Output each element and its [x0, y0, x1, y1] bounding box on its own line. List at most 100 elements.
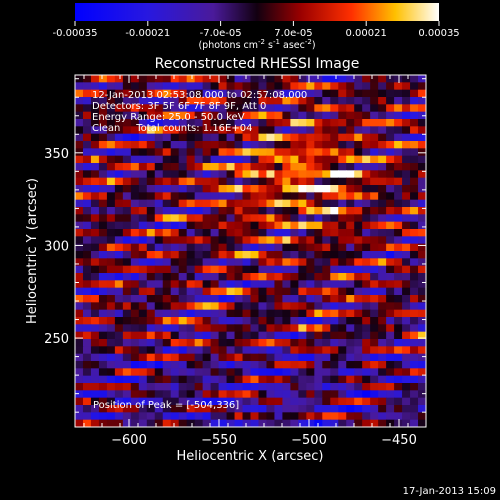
- heatmap-cell: [146, 192, 156, 201]
- heatmap-cell: [170, 199, 180, 208]
- heatmap-cell: [290, 361, 299, 369]
- heatmap-cell: [290, 214, 299, 223]
- heatmap-cell: [98, 214, 108, 223]
- heatmap-cell: [290, 309, 299, 318]
- heatmap-cell: [386, 412, 395, 421]
- heatmap-cell: [98, 317, 108, 325]
- heatmap-cell: [330, 265, 339, 274]
- heatmap-cell: [346, 199, 355, 208]
- heatmap-cell: [75, 390, 84, 399]
- heatmap-cell: [346, 339, 355, 347]
- y-axis-label: Heliocentric Y (arcsec): [25, 178, 40, 324]
- heatmap-cell: [82, 89, 92, 98]
- heatmap-cell: [90, 317, 100, 325]
- heatmap-cell: [122, 243, 132, 252]
- heatmap-cell: [186, 89, 196, 98]
- heatmap-cell: [98, 251, 108, 259]
- heatmap-cell: [258, 207, 268, 215]
- heatmap-cell: [346, 346, 355, 355]
- heatmap-cell: [138, 185, 148, 193]
- heatmap-cell: [122, 419, 132, 427]
- heatmap-cell: [354, 419, 363, 427]
- heatmap-cell: [298, 331, 307, 340]
- heatmap-cell: [234, 82, 244, 91]
- heatmap-cell: [186, 207, 196, 215]
- heatmap-cell: [282, 221, 291, 230]
- heatmap-cell: [226, 346, 236, 355]
- heatmap-cell: [282, 353, 291, 362]
- heatmap-cell: [82, 185, 92, 193]
- heatmap-cell: [298, 185, 307, 193]
- heatmap-cell: [178, 368, 188, 377]
- heatmap-cell: [98, 221, 108, 230]
- heatmap-cell: [394, 236, 403, 245]
- heatmap-cell: [226, 221, 236, 230]
- heatmap-cell: [266, 192, 276, 201]
- heatmap-cell: [362, 368, 371, 377]
- heatmap-cell: [122, 353, 132, 362]
- heatmap-cell: [106, 309, 116, 318]
- heatmap-cell: [402, 170, 411, 179]
- heatmap-cell: [138, 229, 148, 237]
- heatmap-cell: [322, 397, 331, 406]
- heatmap-cell: [170, 243, 180, 252]
- heatmap-cell: [378, 353, 387, 362]
- heatmap-cell: [170, 170, 180, 179]
- heatmap-cell: [154, 317, 164, 325]
- heatmap-cell: [234, 89, 244, 98]
- heatmap-cell: [418, 141, 426, 149]
- heatmap-cell: [282, 324, 291, 333]
- heatmap-cell: [346, 353, 355, 362]
- heatmap-cell: [90, 185, 100, 193]
- heatmap-cell: [114, 155, 124, 164]
- heatmap-cell: [338, 82, 347, 91]
- heatmap-cell: [338, 141, 347, 149]
- heatmap-cell: [218, 383, 228, 391]
- heatmap-cell: [314, 273, 323, 281]
- heatmap-cell: [122, 207, 132, 215]
- heatmap-cell: [354, 251, 363, 259]
- heatmap-cell: [170, 346, 180, 355]
- heatmap-cell: [130, 258, 140, 267]
- heatmap-cell: [75, 82, 84, 91]
- heatmap-cell: [370, 75, 379, 83]
- heatmap-cell: [210, 251, 220, 259]
- heatmap-cell: [154, 405, 164, 413]
- colorbar-tick-label: 0.00035: [418, 28, 459, 39]
- heatmap-cell: [75, 353, 84, 362]
- heatmap-cell: [314, 97, 323, 105]
- heatmap-cell: [202, 243, 212, 252]
- heatmap-cell: [330, 317, 339, 325]
- heatmap-cell: [338, 251, 347, 259]
- heatmap-cell: [186, 375, 196, 384]
- heatmap-cell: [138, 119, 148, 127]
- heatmap-cell: [402, 104, 411, 113]
- heatmap-cell: [106, 133, 116, 142]
- heatmap-cell: [354, 170, 363, 179]
- heatmap-cell: [162, 287, 172, 296]
- heatmap-cell: [362, 331, 371, 340]
- heatmap-cell: [170, 104, 180, 113]
- heatmap-cell: [186, 126, 196, 135]
- heatmap-cell: [146, 75, 156, 83]
- heatmap-cell: [75, 397, 84, 406]
- heatmap-cell: [106, 258, 116, 267]
- heatmap-cell: [314, 155, 323, 164]
- heatmap-cell: [122, 295, 132, 303]
- heatmap-cell: [418, 324, 426, 333]
- heatmap-cell: [138, 251, 148, 259]
- heatmap-cell: [386, 361, 395, 369]
- heatmap-cell: [98, 155, 108, 164]
- heatmap-cell: [322, 258, 331, 267]
- heatmap-cell: [314, 390, 323, 399]
- heatmap-cell: [402, 405, 411, 413]
- heatmap-cell: [274, 412, 284, 421]
- heatmap-cell: [98, 163, 108, 171]
- heatmap-cell: [314, 75, 323, 83]
- heatmap-cell: [194, 177, 204, 186]
- heatmap-cell: [226, 192, 236, 201]
- heatmap-cell: [218, 368, 228, 377]
- heatmap-cell: [122, 119, 132, 127]
- heatmap-cell: [170, 207, 180, 215]
- heatmap-cell: [210, 309, 220, 318]
